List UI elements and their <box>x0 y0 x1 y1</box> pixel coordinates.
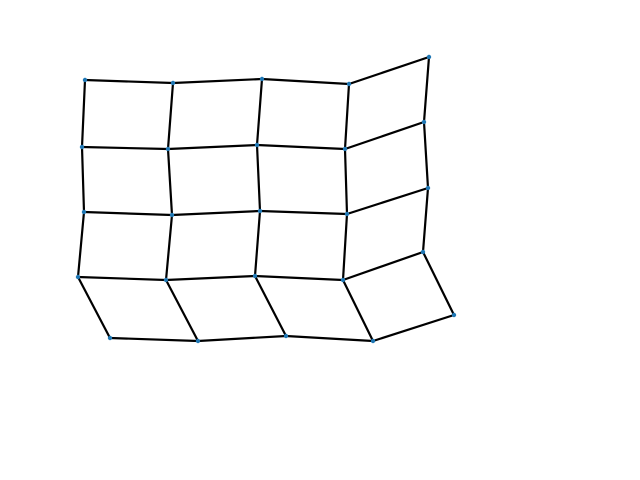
grid-node <box>254 142 260 148</box>
grid-edge-vertical <box>80 145 86 214</box>
grid-node <box>344 211 350 217</box>
grid-edge-vertical <box>166 147 174 217</box>
grid-node <box>420 249 426 255</box>
grid-node <box>421 119 427 125</box>
grid-edge-horizontal <box>164 274 257 282</box>
grid-edge-horizontal <box>343 120 426 151</box>
grid-edge-vertical <box>164 213 174 282</box>
grid-edge-horizontal <box>253 274 345 282</box>
grid-edge-horizontal <box>76 275 168 282</box>
grid-edge-horizontal <box>345 186 430 216</box>
grid-node <box>257 208 263 214</box>
grid-edges <box>76 55 456 343</box>
grid-edge-vertical <box>422 120 430 190</box>
grid-edge-horizontal <box>170 209 262 217</box>
grid-edge-vertical <box>341 212 349 282</box>
grid-node <box>169 212 175 218</box>
grid-node <box>163 277 169 283</box>
grid-edge-vertical <box>343 82 351 151</box>
grid-edge-vertical <box>253 274 288 338</box>
grid-edge-vertical <box>166 81 175 151</box>
grid-node <box>195 338 201 344</box>
grid-node <box>283 333 289 339</box>
grid-edge-horizontal <box>255 143 347 151</box>
grid-node <box>165 146 171 152</box>
grid-edge-horizontal <box>171 77 264 85</box>
grid-node <box>259 76 265 82</box>
grid-edge-vertical <box>76 210 86 279</box>
grid-edge-vertical <box>343 147 349 216</box>
grid-node <box>425 185 431 191</box>
grid-edge-vertical <box>80 78 87 149</box>
grid-node <box>170 80 176 86</box>
grid-node <box>252 273 258 279</box>
grid-edge-vertical <box>422 55 431 124</box>
grid-edge-vertical <box>341 278 375 343</box>
grid-edge-horizontal <box>196 334 288 343</box>
grid-edge-vertical <box>164 278 200 343</box>
grid-node <box>340 277 346 283</box>
grid-edge-horizontal <box>83 78 175 85</box>
grid-edge-horizontal <box>341 250 425 282</box>
grid-nodes <box>75 54 457 344</box>
grid-edge-horizontal <box>371 313 456 343</box>
grid-edge-horizontal <box>108 336 200 343</box>
grid-edge-horizontal <box>260 77 351 86</box>
grid-edge-vertical <box>253 209 262 278</box>
grid-edge-horizontal <box>80 145 170 151</box>
grid-edge-horizontal <box>82 210 174 217</box>
grid-node <box>346 81 352 87</box>
grid-edge-horizontal <box>347 55 431 86</box>
grid-node <box>342 146 348 152</box>
grid-node <box>426 54 432 60</box>
grid-node <box>370 338 376 344</box>
grid-node <box>81 209 87 215</box>
grid-node <box>79 144 85 150</box>
grid-edge-vertical <box>421 250 456 317</box>
grid-node <box>82 77 88 83</box>
grid-edge-vertical <box>76 275 112 340</box>
grid-edge-horizontal <box>166 143 259 151</box>
grid-edge-vertical <box>255 143 262 213</box>
grid-node <box>75 274 81 280</box>
grid-node <box>451 312 457 318</box>
grid-edge-horizontal <box>258 209 349 216</box>
grid-edge-horizontal <box>284 334 375 343</box>
grid-edge-vertical <box>255 77 264 147</box>
grid-node <box>107 335 113 341</box>
grid-edge-vertical <box>421 186 430 254</box>
